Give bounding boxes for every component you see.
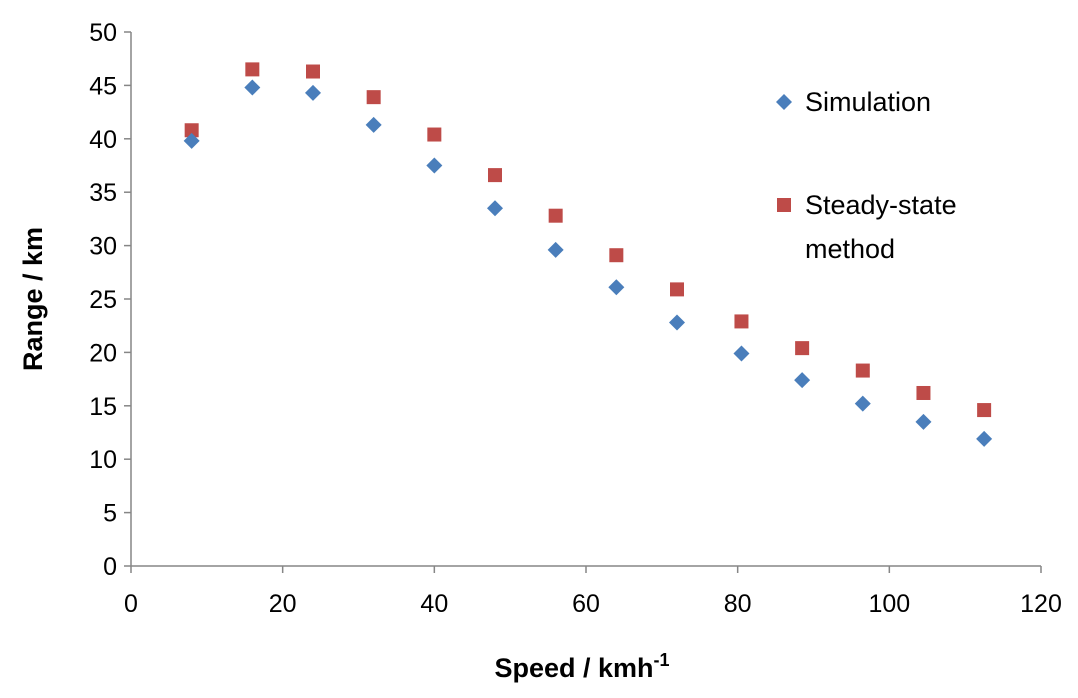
steady-state-point <box>548 208 563 223</box>
y-tick-label: 30 <box>89 233 117 261</box>
x-tick-label: 40 <box>420 590 448 618</box>
x-tick-label: 20 <box>269 590 297 618</box>
y-axis-ticks: 0 5 10 15 20 25 30 35 40 45 50 <box>89 19 131 581</box>
simulation-point <box>976 430 993 447</box>
y-tick-label: 15 <box>89 393 117 421</box>
legend-label-steady-state-line1: Steady-state <box>805 190 957 220</box>
steady-state-point <box>977 403 992 418</box>
steady-state-point <box>488 168 502 183</box>
simulation-point <box>365 116 382 133</box>
simulation-point <box>794 372 811 389</box>
y-tick-label: 10 <box>89 446 117 474</box>
steady-state-point <box>670 282 684 297</box>
y-tick-label: 20 <box>89 339 117 367</box>
x-axis-title-main: Speed / kmh <box>494 653 653 683</box>
simulation-point <box>183 132 200 149</box>
steady-state-point <box>427 127 442 142</box>
x-tick-label: 120 <box>1020 590 1062 618</box>
x-tick-label: 100 <box>868 590 910 618</box>
y-axis-title: Range / km <box>18 227 48 371</box>
simulation-point <box>426 157 443 174</box>
legend-marker-steady-state <box>777 198 791 212</box>
simulation-point <box>608 279 625 296</box>
y-tick-label: 25 <box>89 286 117 314</box>
plot-area: 0 5 10 15 20 25 30 35 40 45 50 0 20 40 60 80 100 120 <box>89 19 1062 618</box>
legend-marker-simulation <box>776 94 792 110</box>
x-axis-title-superscript: -1 <box>654 650 670 670</box>
simulation-point <box>669 314 685 331</box>
x-axis-title: Speed / kmh-1 <box>494 650 669 683</box>
simulation-point <box>244 79 261 96</box>
y-tick-label: 45 <box>89 72 117 100</box>
legend-item-steady-state: Steady-state method <box>777 190 957 264</box>
simulation-point <box>915 413 932 430</box>
simulation-point <box>547 241 564 258</box>
y-tick-label: 50 <box>89 19 117 47</box>
y-tick-label: 35 <box>89 179 117 207</box>
y-tick-label: 40 <box>89 126 117 154</box>
steady-state-point <box>795 341 810 356</box>
y-tick-label: 5 <box>103 500 117 528</box>
simulation-point <box>487 200 503 217</box>
legend-label-simulation: Simulation <box>805 87 931 117</box>
y-tick-label: 0 <box>103 553 117 581</box>
legend: Simulation Steady-state method <box>776 87 957 264</box>
steady-state-point <box>245 62 260 77</box>
simulation-point <box>854 395 871 412</box>
steady-state-point <box>366 90 381 105</box>
x-tick-label: 80 <box>724 590 752 618</box>
steady-state-point <box>306 64 320 79</box>
steady-state-point <box>916 385 931 400</box>
x-tick-label: 0 <box>124 590 138 618</box>
simulation-point <box>733 345 750 362</box>
x-axis-ticks: 0 20 40 60 80 100 120 <box>124 566 1062 618</box>
x-tick-label: 60 <box>572 590 600 618</box>
steady-state-point <box>184 123 199 138</box>
legend-label-steady-state-line2: method <box>805 234 895 264</box>
data-markers <box>183 62 993 447</box>
simulation-point <box>305 84 321 101</box>
steady-state-point <box>734 314 749 329</box>
steady-state-point <box>855 363 870 378</box>
steady-state-point <box>609 248 624 263</box>
legend-item-simulation: Simulation <box>776 87 931 117</box>
